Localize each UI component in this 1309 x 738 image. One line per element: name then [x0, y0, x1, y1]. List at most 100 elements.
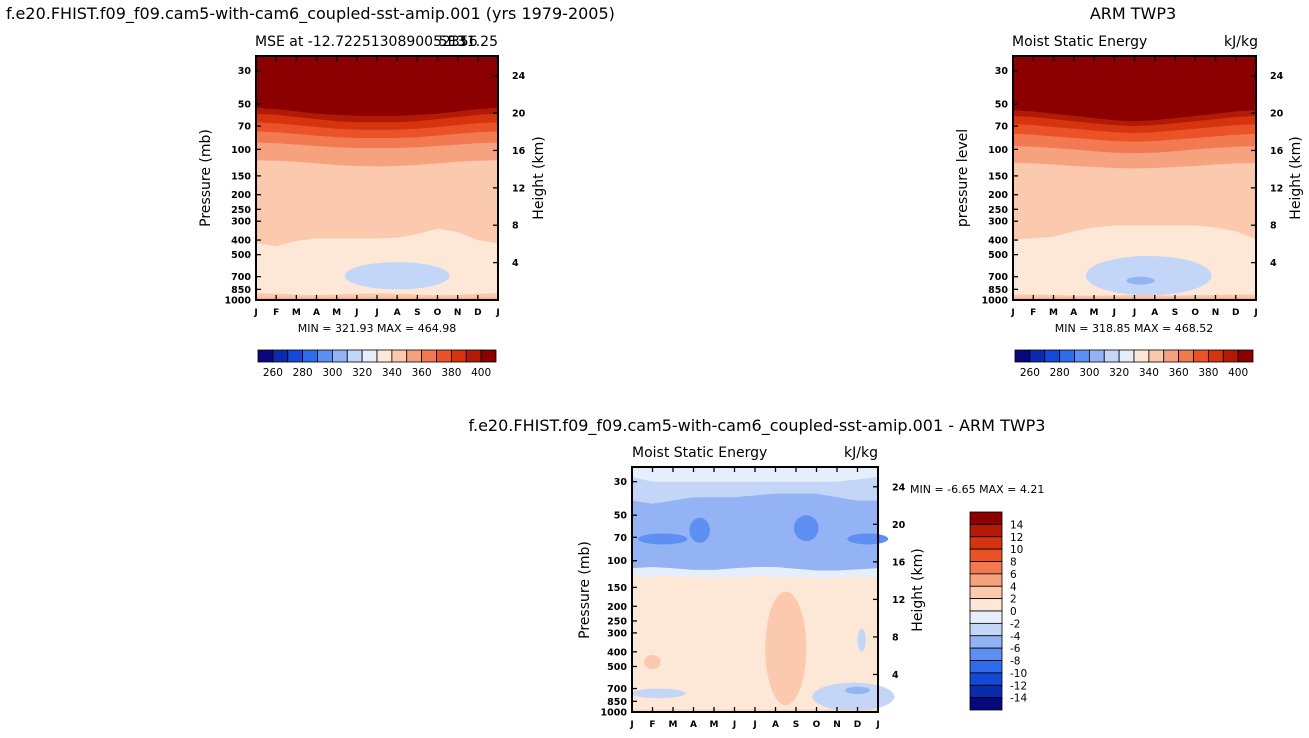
obs-xtick-label: O	[1191, 308, 1199, 318]
model-colorbar: 260 280 300 320 340 360 380 400	[257, 349, 497, 379]
obs-height-tick-label: 20	[1270, 109, 1284, 120]
model-subtitle-left: MSE at -12.7225130890052356	[255, 34, 478, 50]
obs-ytick-label: 200	[988, 190, 1008, 201]
obs-ytick-label: 850	[988, 285, 1008, 296]
model-colorbar-box	[391, 349, 408, 363]
model-colorbar-label: 320	[352, 367, 372, 379]
obs-colorbar-box	[1029, 349, 1046, 363]
diff-colorbar-label: -2	[1010, 618, 1020, 630]
model-colorbar-label: 380	[441, 367, 461, 379]
obs-colorbar-label: 400	[1228, 367, 1248, 379]
model-xtick-label: J	[253, 308, 257, 318]
obs-colorbar-box	[1074, 349, 1090, 363]
obs-height-tick-label: 16	[1270, 146, 1284, 157]
obs-ylabel: pressure level	[955, 129, 971, 227]
obs-colorbar-label: 300	[1079, 367, 1099, 379]
model-stats: MIN = 321.93 MAX = 464.98	[298, 322, 456, 335]
model-colorbar-label: 340	[382, 367, 402, 379]
obs-colorbar-box	[1237, 349, 1254, 363]
model-colorbar-box	[450, 349, 467, 363]
obs-colorbar-box	[1088, 349, 1105, 363]
obs-xtick-label: A	[1151, 308, 1158, 318]
model-contour-band	[256, 56, 498, 116]
diff-xtick-label: J	[732, 720, 736, 730]
diff-xtick-label: M	[710, 720, 719, 730]
obs-xtick-label: M	[1049, 308, 1058, 318]
obs-xtick-label: M	[1090, 308, 1099, 318]
diff-colorbar-box	[969, 635, 1003, 649]
obs-ytick-label: 50	[995, 100, 1009, 111]
diff-ytick-label: 250	[607, 616, 627, 627]
model-xtick-label: N	[454, 308, 462, 318]
model-ytick-label: 850	[231, 285, 251, 296]
obs-contour-blob	[1126, 276, 1155, 285]
model-ytick-label: 500	[231, 250, 251, 261]
model-colorbar-box	[421, 349, 437, 363]
diff-colorbar-box	[969, 548, 1003, 562]
obs-colorbar: 260 280 300 320 340 360 380 400	[1014, 349, 1254, 379]
diff-xtick-label: O	[813, 720, 821, 730]
model-colorbar-box	[257, 349, 274, 363]
diff-colorbar-label: 10	[1010, 544, 1023, 556]
diff-colorbar-box	[969, 647, 1003, 661]
model-ytick-label: 700	[231, 272, 251, 283]
model-colorbar-box	[331, 349, 348, 363]
model-colorbar-box	[480, 349, 497, 363]
model-colorbar-box	[317, 349, 333, 363]
model-colorbar-box	[436, 349, 452, 363]
obs-colorbar-box	[1133, 349, 1150, 363]
obs-ylabel-right: Height (km)	[1288, 136, 1304, 219]
diff-ylabel: Pressure (mb)	[577, 541, 593, 639]
model-colorbar-box	[346, 349, 363, 363]
model-height-tick-label: 4	[512, 258, 519, 269]
obs-height-tick-label: 24	[1270, 71, 1284, 82]
obs-xtick-label: J	[1010, 308, 1014, 318]
obs-ytick-label: 1000	[982, 296, 1009, 307]
diff-xtick-label: M	[669, 720, 678, 730]
diff-height-tick-label: 12	[892, 595, 905, 606]
diff-colorbar-box	[969, 684, 1003, 699]
obs-colorbar-box	[1222, 349, 1239, 363]
model-xtick-label: O	[434, 308, 442, 318]
diff-xtick-label: J	[875, 720, 879, 730]
diff-colorbar-label: 8	[1010, 557, 1017, 569]
model-xtick-label: M	[332, 308, 341, 318]
diff-colorbar-box	[969, 536, 1003, 550]
model-colorbar-box	[302, 349, 318, 363]
diff-colorbar-box	[969, 672, 1003, 686]
model-colorbar-box	[361, 349, 378, 363]
diff-colorbar-label: 4	[1010, 581, 1017, 593]
diff-subtitle-left: Moist Static Energy	[632, 445, 767, 461]
obs-colorbar-label: 380	[1198, 367, 1218, 379]
diff-ytick-label: 70	[614, 533, 628, 544]
diff-xtick-label: J	[629, 720, 633, 730]
model-colorbar-label: 360	[412, 367, 432, 379]
diff-xtick-label: J	[752, 720, 756, 730]
model-xtick-label: F	[273, 308, 279, 318]
diff-colorbar-label: -4	[1010, 631, 1021, 643]
obs-colorbar-box	[1059, 349, 1075, 363]
obs-colorbar-box	[1014, 349, 1031, 363]
obs-plot-area	[1013, 56, 1256, 300]
model-ylabel: Pressure (mb)	[198, 129, 214, 227]
model-panel: 3050701001502002503004005007008501000242…	[198, 34, 547, 379]
obs-xtick-label: A	[1070, 308, 1077, 318]
model-colorbar-label: 300	[322, 367, 342, 379]
obs-height-tick-label: 8	[1270, 221, 1277, 232]
diff-height-tick-label: 4	[892, 670, 899, 681]
diff-plot-area	[632, 467, 895, 712]
main-title: f.e20.FHIST.f09_f09.cam5-with-cam6_coupl…	[6, 4, 615, 24]
obs-ytick-label: 500	[988, 250, 1008, 261]
model-subtitle-right: 131.25	[449, 34, 498, 50]
model-subtitle-overlap: 5E3	[439, 34, 466, 50]
diff-colorbar-box	[969, 610, 1003, 624]
model-xtick-label: D	[474, 308, 481, 318]
diff-colorbar-label: -10	[1010, 668, 1027, 680]
obs-xtick-label: F	[1030, 308, 1036, 318]
model-height-tick-label: 12	[512, 183, 525, 194]
obs-colorbar-label: 280	[1050, 367, 1070, 379]
